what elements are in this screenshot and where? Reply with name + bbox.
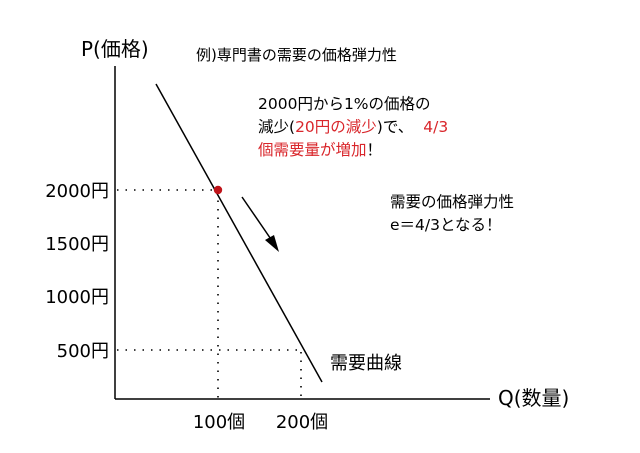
y-tick-500: 500円 (57, 341, 109, 362)
y-tick-2000: 2000円 (45, 181, 109, 202)
diagram-title: 例)専門書の需要の価格弾力性 (196, 46, 397, 64)
note1-line3-highlight: 個需要量が増加 (258, 141, 367, 159)
note1-line3: 個需要量が増加！ (258, 141, 382, 159)
note1-line2-suffix: )で、 (377, 118, 413, 136)
note1-line2: 減少(20円の減少)で、 4/3 (258, 118, 448, 136)
movement-arrow-head (265, 235, 279, 252)
x-tick-200: 200個 (276, 412, 328, 433)
x-axis-label: Q(数量) (498, 386, 569, 410)
y-axis-label: P(価格) (81, 37, 149, 61)
y-tick-1000: 1000円 (45, 287, 109, 308)
y-tick-1500: 1500円 (45, 234, 109, 255)
note1-line1: 2000円から1%の価格の (258, 95, 431, 113)
note1-line2-highlight: 20円の減少 (295, 118, 377, 136)
note2-line2: e＝4/3となる！ (390, 216, 502, 234)
demand-curve (155, 83, 323, 383)
price-point-2000 (213, 185, 223, 195)
x-tick-100: 100個 (193, 412, 245, 433)
note2-line1: 需要の価格弾力性 (390, 193, 514, 211)
note1-line3-suffix: ！ (367, 141, 383, 159)
note1-line2-tail: 4/3 (423, 118, 448, 136)
note1-line2-prefix: 減少( (258, 118, 295, 136)
demand-curve-label: 需要曲線 (330, 353, 402, 374)
